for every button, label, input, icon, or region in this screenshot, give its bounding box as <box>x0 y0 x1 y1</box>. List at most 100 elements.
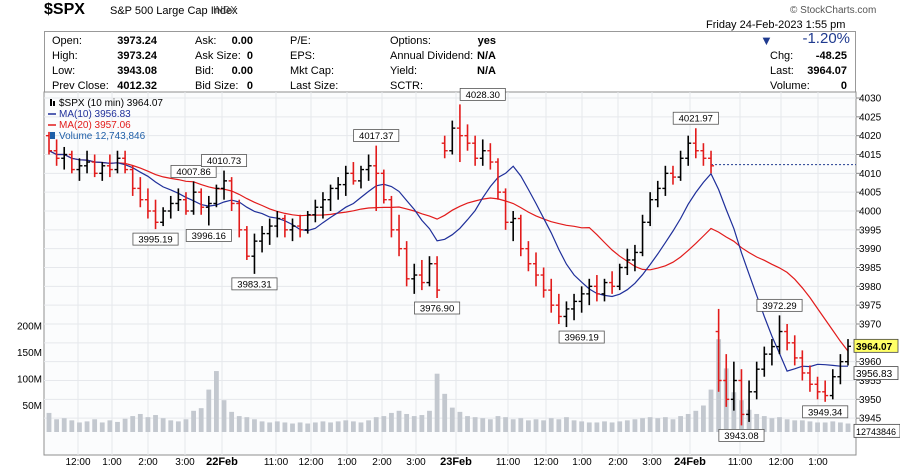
last-size-label: Last Size: <box>290 80 339 92</box>
legend-volume-swatch <box>50 132 55 139</box>
y-tick-label: 4005 <box>859 188 882 199</box>
ticker-symbol: $SPX <box>44 1 85 18</box>
volume-bar <box>320 421 326 432</box>
ohlc-bar <box>472 135 479 166</box>
annotation-box <box>718 428 765 442</box>
volume-bar <box>312 422 318 432</box>
ohlc-bar <box>555 293 562 324</box>
price-annotation: 3983.31 <box>231 277 278 290</box>
down-triangle-icon: ▼ <box>760 33 773 48</box>
ohlc-bar <box>243 226 250 260</box>
volume-bar <box>434 373 440 432</box>
volume-bar <box>609 422 615 432</box>
ohlc-bar <box>213 184 220 208</box>
ohlc-bar <box>784 324 791 351</box>
ohlc-bar <box>647 192 654 227</box>
badge-label: 3964.07 <box>856 342 893 353</box>
volume-bar <box>571 420 577 432</box>
legend-ohlc-swatch <box>50 99 52 106</box>
ohlc-bar <box>137 177 144 208</box>
last-value: 3964.07 <box>807 65 847 77</box>
ohlc-bar <box>571 293 578 321</box>
volume-bar <box>107 420 113 432</box>
volume-bar <box>586 422 592 432</box>
ohlc-bar <box>631 244 638 272</box>
volume-bar <box>662 417 668 432</box>
ohlc-bar <box>373 145 380 211</box>
high-label: High: <box>52 50 78 62</box>
ohlc-bar <box>259 226 266 253</box>
x-tick-label: 2:00 <box>372 457 392 468</box>
ohlc-bar <box>403 241 410 287</box>
ma20-line <box>48 150 849 352</box>
volume-bar <box>533 419 539 432</box>
y-tick-label: 4015 <box>859 150 882 161</box>
volume-bar <box>274 421 280 432</box>
volume-bar <box>518 418 524 432</box>
ohlc-bar <box>426 256 433 287</box>
bid-label: Bid: <box>195 65 214 77</box>
ohlc-bar <box>586 278 593 306</box>
x-tick-label: 11:00 <box>264 457 289 468</box>
volume-bar <box>419 415 425 432</box>
index-name: S&P 500 Large Cap Index <box>110 5 238 17</box>
ohlc-bar <box>205 195 212 226</box>
ohlc-bar <box>609 271 616 294</box>
bid-size-value: 0 <box>246 80 253 92</box>
x-tick-label: 1:00 <box>102 457 122 468</box>
x-tick-label: 12:00 <box>768 457 793 468</box>
volume-bar <box>799 420 805 432</box>
price-badge: 3964.07 <box>853 338 899 353</box>
volume-bar <box>754 413 760 432</box>
volume-bar <box>373 417 379 432</box>
annotation-label: 3943.08 <box>724 431 758 442</box>
ohlc-bar <box>525 241 532 272</box>
ohlc-bar <box>380 169 387 204</box>
volume-tick-label: 150M <box>17 348 42 359</box>
ohlc-bar <box>708 150 715 174</box>
low-value: 3943.08 <box>117 65 157 77</box>
price-annotation: 4010.73 <box>201 154 248 167</box>
ohlc-bar <box>639 214 646 257</box>
volume-bar <box>777 417 782 432</box>
ohlc-bars <box>46 104 851 426</box>
ohlc-bar <box>563 301 570 328</box>
annotation-label: 3949.34 <box>808 407 842 418</box>
y-tick-label: 3945 <box>859 414 882 425</box>
volume-bar <box>495 416 501 432</box>
volume-bar <box>396 410 402 432</box>
ohlc-bar <box>761 346 768 377</box>
volume-bar <box>472 417 478 432</box>
volume-bar <box>465 416 470 432</box>
volume-bar <box>99 422 105 432</box>
volume-bar <box>221 400 227 432</box>
volume-bar <box>411 416 417 432</box>
ohlc-bar <box>46 131 52 155</box>
ohlc-bar <box>396 214 403 257</box>
volume-bar <box>837 422 843 432</box>
ohlc-bar <box>418 259 425 291</box>
volume-bar <box>175 421 181 432</box>
y-tick-label: 4020 <box>859 131 882 142</box>
ohlc-bar <box>91 154 98 178</box>
chg-label: Chg: <box>770 50 794 62</box>
annotation-box <box>414 301 461 315</box>
ohlc-bar <box>814 376 821 400</box>
volume-bar <box>556 419 562 432</box>
ohlc-bar <box>456 104 463 163</box>
x-tick-label: 3:00 <box>406 457 426 468</box>
ohlc-bar <box>251 233 258 274</box>
ohlc-bar <box>502 188 509 230</box>
volume-bar <box>792 420 798 432</box>
ohlc-bar <box>129 165 136 196</box>
ohlc-bar <box>175 188 182 211</box>
volume-bar <box>427 410 432 432</box>
price-annotation: 3976.90 <box>414 301 461 315</box>
x-tick-label: 1:00 <box>572 457 592 468</box>
volume-bar <box>541 420 547 432</box>
ohlc-bar <box>464 124 471 151</box>
ohlc-bar <box>723 354 730 407</box>
ohlc-bar <box>753 361 760 400</box>
annotation-box <box>170 164 217 178</box>
